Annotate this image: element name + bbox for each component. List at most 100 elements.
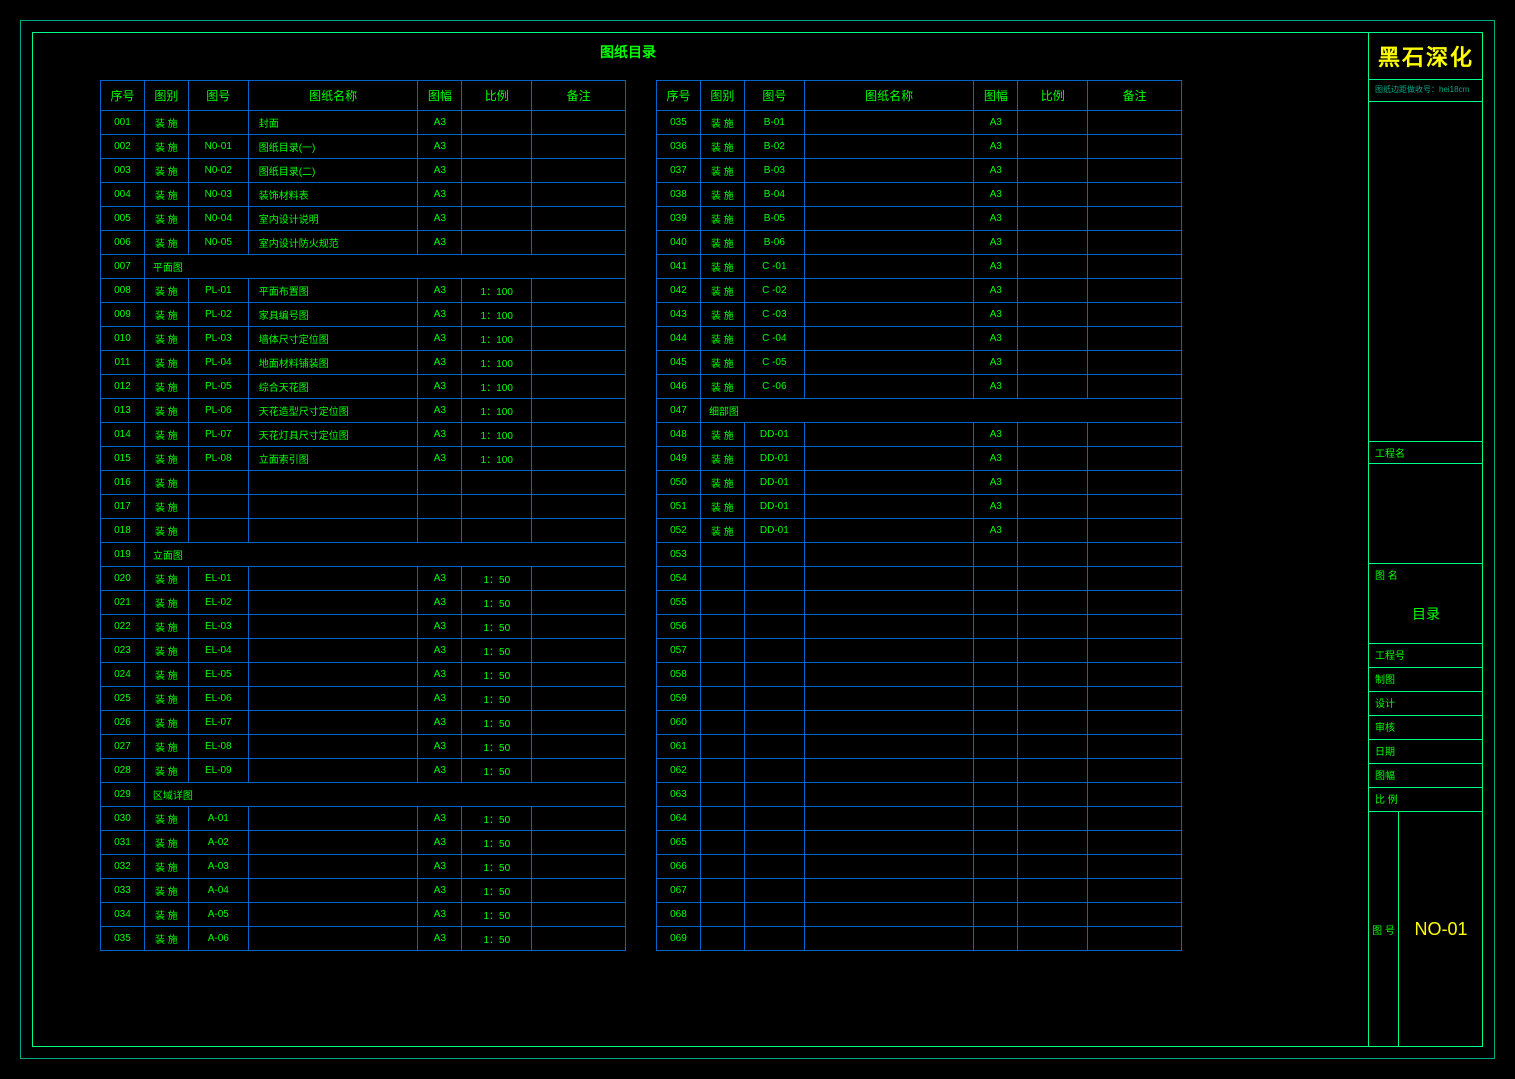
cell-scale: 1：100 — [462, 399, 532, 423]
col-code: 图号 — [188, 81, 248, 111]
cell-category — [700, 855, 744, 879]
col-size: 图幅 — [974, 81, 1018, 111]
cell-seq: 044 — [657, 327, 701, 351]
cell-note — [532, 375, 626, 399]
table-row: 013装 施PL-06天花造型尺寸定位图A31：100 — [101, 399, 626, 423]
cell-size — [974, 567, 1018, 591]
cell-code — [744, 567, 804, 591]
cell-name — [804, 879, 974, 903]
cell-code — [188, 471, 248, 495]
cell-size: A3 — [418, 687, 462, 711]
cell-category: 装 施 — [144, 351, 188, 375]
cell-note — [532, 855, 626, 879]
col-name: 图纸名称 — [804, 81, 974, 111]
cell-category — [700, 879, 744, 903]
cell-scale — [462, 471, 532, 495]
col-seq: 序号 — [101, 81, 145, 111]
cell-size: A3 — [974, 159, 1018, 183]
cell-size — [974, 615, 1018, 639]
cell-note — [1088, 783, 1182, 807]
table-row: 057 — [657, 639, 1182, 663]
cell-size: A3 — [974, 495, 1018, 519]
cell-scale — [1018, 135, 1088, 159]
cell-category: 装 施 — [144, 231, 188, 255]
cell-name — [248, 807, 418, 831]
cell-note — [532, 591, 626, 615]
cell-category: 装 施 — [700, 327, 744, 351]
cell-note — [1088, 615, 1182, 639]
cell-note — [1088, 807, 1182, 831]
table-row: 058 — [657, 663, 1182, 687]
cell-scale — [1018, 471, 1088, 495]
cell-note — [532, 399, 626, 423]
cell-seq: 063 — [657, 783, 701, 807]
table-row: 029区域详图 — [101, 783, 626, 807]
cell-size — [974, 879, 1018, 903]
cell-category — [700, 687, 744, 711]
cell-scale — [1018, 423, 1088, 447]
cell-seq: 021 — [101, 591, 145, 615]
cell-name — [248, 471, 418, 495]
cell-seq: 041 — [657, 255, 701, 279]
cell-note — [1088, 831, 1182, 855]
cell-seq: 058 — [657, 663, 701, 687]
cell-name: 立面索引图 — [248, 447, 418, 471]
table-row: 051装 施DD-01A3 — [657, 495, 1182, 519]
cell-code: B-03 — [744, 159, 804, 183]
cell-name — [804, 639, 974, 663]
cell-code: EL-02 — [188, 591, 248, 615]
table-row: 046装 施C -06A3 — [657, 375, 1182, 399]
cell-size — [974, 903, 1018, 927]
cell-category: 装 施 — [700, 447, 744, 471]
cell-note — [1088, 471, 1182, 495]
cell-name — [248, 519, 418, 543]
cell-category: 装 施 — [144, 495, 188, 519]
cell-code: N0-05 — [188, 231, 248, 255]
cell-seq: 059 — [657, 687, 701, 711]
drawing-name-label: 图 名 — [1369, 564, 1483, 585]
table-row: 053 — [657, 543, 1182, 567]
cell-seq: 015 — [101, 447, 145, 471]
cell-code: PL-03 — [188, 327, 248, 351]
cell-seq: 031 — [101, 831, 145, 855]
designed-by-label: 设计 — [1369, 692, 1483, 716]
table-row: 019立面图 — [101, 543, 626, 567]
cell-category: 装 施 — [144, 615, 188, 639]
cell-code — [744, 639, 804, 663]
cell-seq: 045 — [657, 351, 701, 375]
cell-size: A3 — [974, 351, 1018, 375]
table-row: 038装 施B-04A3 — [657, 183, 1182, 207]
table-row: 037装 施B-03A3 — [657, 159, 1182, 183]
cell-scale — [1018, 159, 1088, 183]
cell-scale — [1018, 663, 1088, 687]
cell-code: C -01 — [744, 255, 804, 279]
cell-seq: 001 — [101, 111, 145, 135]
cell-scale: 1：50 — [462, 831, 532, 855]
drawn-by-label: 制图 — [1369, 668, 1483, 692]
cell-category: 装 施 — [700, 519, 744, 543]
table-row: 020装 施EL-01A31：50 — [101, 567, 626, 591]
cell-category: 装 施 — [144, 735, 188, 759]
cell-size: A3 — [418, 807, 462, 831]
cell-note — [1088, 423, 1182, 447]
table-row: 054 — [657, 567, 1182, 591]
cell-size: A3 — [974, 231, 1018, 255]
cell-size: A3 — [418, 879, 462, 903]
cell-category: 装 施 — [144, 423, 188, 447]
cell-note — [1088, 159, 1182, 183]
cell-category: 装 施 — [144, 591, 188, 615]
cell-seq: 014 — [101, 423, 145, 447]
cell-name — [804, 207, 974, 231]
table-row: 032装 施A-03A31：50 — [101, 855, 626, 879]
cell-scale: 1：50 — [462, 927, 532, 951]
cell-name — [248, 855, 418, 879]
cell-note — [532, 183, 626, 207]
table-row: 010装 施PL-03墙体尺寸定位图A31：100 — [101, 327, 626, 351]
cell-scale: 1：50 — [462, 879, 532, 903]
cell-category: 装 施 — [144, 279, 188, 303]
cell-category: 装 施 — [144, 471, 188, 495]
cell-seq: 029 — [101, 783, 145, 807]
cell-scale — [1018, 303, 1088, 327]
col-size: 图幅 — [418, 81, 462, 111]
table-row: 026装 施EL-07A31：50 — [101, 711, 626, 735]
